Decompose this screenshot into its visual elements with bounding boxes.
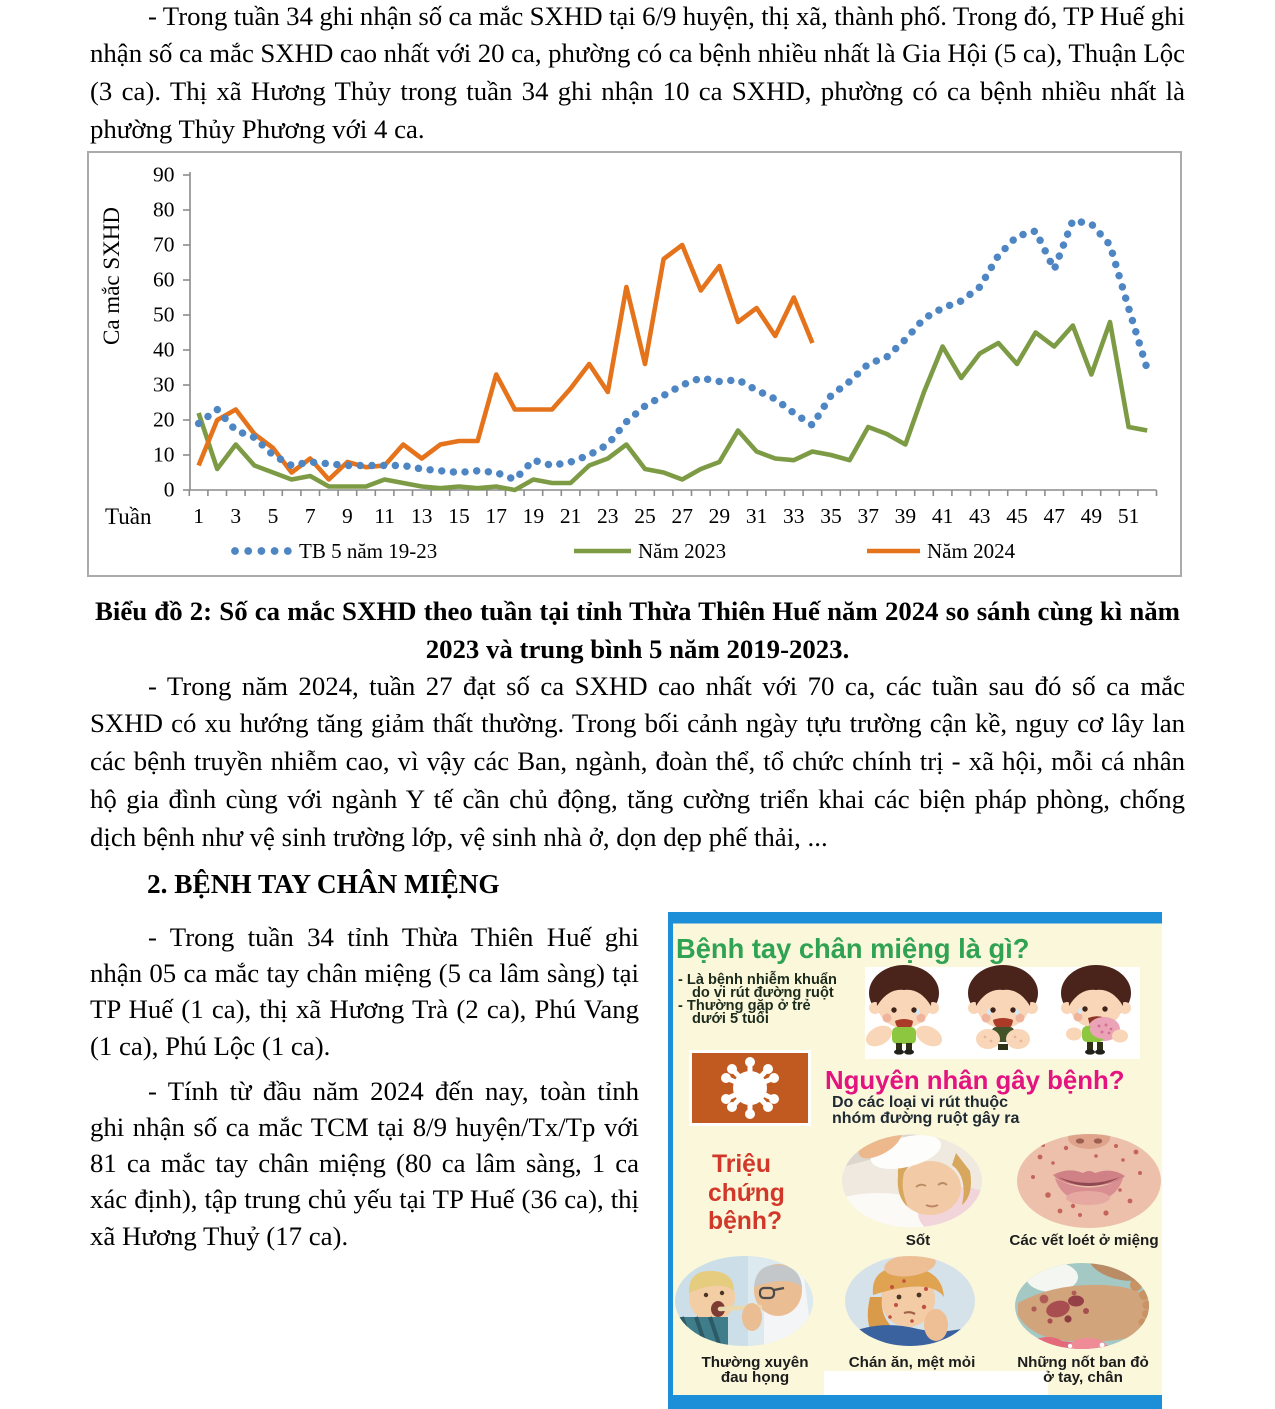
svg-text:Những nốt ban đỏ: Những nốt ban đỏ (1017, 1354, 1149, 1371)
svg-text:Ca mắc SXHD: Ca mắc SXHD (99, 207, 124, 345)
svg-text:dưới 5 tuổi: dưới 5 tuổi (692, 1011, 769, 1027)
svg-text:37: 37 (857, 504, 879, 528)
svg-text:21: 21 (560, 504, 582, 528)
svg-text:29: 29 (709, 504, 731, 528)
svg-text:Tuần: Tuần (105, 504, 152, 529)
svg-text:Triệu: Triệu (712, 1151, 771, 1178)
svg-text:5: 5 (268, 504, 279, 528)
svg-text:80: 80 (153, 198, 175, 222)
svg-text:Năm 2023: Năm 2023 (638, 539, 726, 563)
svg-text:Nguyên nhân gây bệnh?: Nguyên nhân gây bệnh? (825, 1067, 1125, 1095)
svg-text:Sốt: Sốt (906, 1232, 930, 1249)
svg-text:25: 25 (634, 504, 656, 528)
svg-text:20: 20 (153, 408, 175, 432)
svg-text:3: 3 (230, 504, 241, 528)
svg-text:Bệnh tay chân miệng là gì?: Bệnh tay chân miệng là gì? (676, 933, 1029, 964)
svg-text:bệnh?: bệnh? (708, 1208, 782, 1235)
svg-text:0: 0 (164, 478, 175, 502)
svg-text:47: 47 (1043, 504, 1065, 528)
svg-text:60: 60 (153, 268, 175, 292)
svg-text:23: 23 (597, 504, 619, 528)
svg-text:90: 90 (153, 163, 175, 187)
svg-text:Do các loại vi rút thuộc: Do các loại vi rút thuộc (832, 1094, 1008, 1111)
svg-text:do vi rút đường ruột: do vi rút đường ruột (692, 985, 834, 1001)
svg-text:chứng: chứng (708, 1180, 785, 1207)
svg-text:- Là bệnh nhiễm khuẩn: - Là bệnh nhiễm khuẩn (678, 971, 837, 988)
svg-text:Thường xuyên: Thường xuyên (701, 1354, 808, 1371)
svg-text:Các vết loét ở miệng: Các vết loét ở miệng (1009, 1232, 1158, 1249)
svg-text:- Thường gặp ở trẻ: - Thường gặp ở trẻ (678, 998, 811, 1014)
svg-text:43: 43 (969, 504, 991, 528)
svg-text:41: 41 (932, 504, 954, 528)
svg-text:19: 19 (523, 504, 545, 528)
svg-text:15: 15 (448, 504, 470, 528)
svg-text:45: 45 (1006, 504, 1028, 528)
svg-text:50: 50 (153, 303, 175, 327)
svg-text:51: 51 (1118, 504, 1140, 528)
svg-text:7: 7 (305, 504, 316, 528)
svg-text:11: 11 (374, 504, 395, 528)
svg-text:17: 17 (485, 504, 507, 528)
svg-text:TB 5 năm 19-23: TB 5 năm 19-23 (299, 539, 437, 563)
svg-text:33: 33 (783, 504, 805, 528)
svg-text:30: 30 (153, 373, 175, 397)
svg-text:13: 13 (411, 504, 433, 528)
svg-text:nhóm đường ruột gây ra: nhóm đường ruột gây ra (832, 1110, 1020, 1127)
svg-text:9: 9 (342, 504, 353, 528)
svg-text:đau họng: đau họng (721, 1369, 789, 1386)
svg-text:Chán ăn, mệt mỏi: Chán ăn, mệt mỏi (849, 1354, 976, 1371)
svg-text:27: 27 (671, 504, 693, 528)
svg-text:70: 70 (153, 233, 175, 257)
svg-text:Năm 2024: Năm 2024 (927, 539, 1016, 563)
svg-text:35: 35 (820, 504, 842, 528)
svg-text:31: 31 (746, 504, 768, 528)
svg-text:40: 40 (153, 338, 175, 362)
svg-text:1: 1 (193, 504, 204, 528)
svg-text:49: 49 (1081, 504, 1103, 528)
svg-text:10: 10 (153, 443, 175, 467)
svg-text:ở tay, chân: ở tay, chân (1043, 1369, 1123, 1386)
svg-text:39: 39 (895, 504, 917, 528)
